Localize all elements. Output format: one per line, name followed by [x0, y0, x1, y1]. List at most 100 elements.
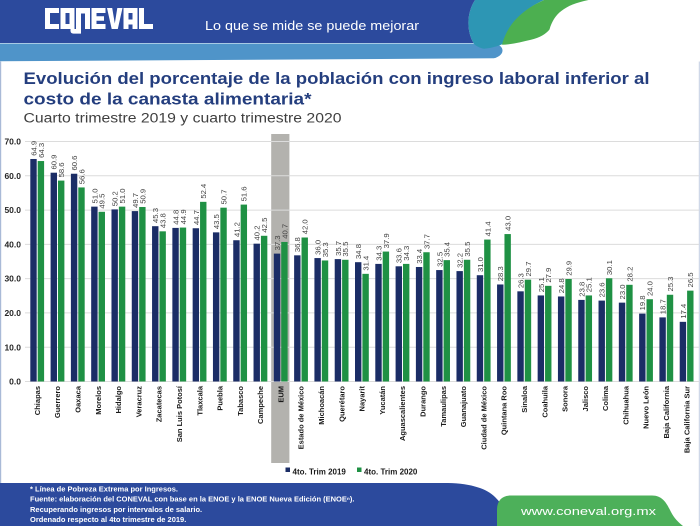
svg-text:19.8: 19.8: [638, 295, 647, 310]
svg-text:4to. Trim 2019: 4to. Trim 2019: [293, 468, 347, 477]
svg-text:Hidalgo: Hidalgo: [114, 386, 123, 414]
svg-text:Ciudad de México: Ciudad de México: [479, 386, 488, 450]
svg-text:25.1: 25.1: [537, 277, 546, 292]
svg-text:26.3: 26.3: [516, 273, 525, 288]
svg-text:Evolución del porcentaje de la: Evolución del porcentaje de la población…: [24, 69, 650, 88]
svg-text:Oaxaca: Oaxaca: [73, 385, 82, 413]
svg-text:18.7: 18.7: [659, 299, 668, 314]
svg-text:23.6: 23.6: [598, 282, 607, 297]
svg-text:35.5: 35.5: [463, 242, 472, 257]
svg-text:33.4: 33.4: [415, 248, 424, 264]
svg-text:25.1: 25.1: [585, 277, 594, 292]
svg-text:Querétaro: Querétaro: [337, 386, 346, 422]
svg-text:Sonora: Sonora: [561, 385, 570, 412]
svg-text:* Línea de Pobreza Extrema por: * Línea de Pobreza Extrema por Ingresos.: [30, 484, 178, 493]
svg-text:50.0: 50.0: [4, 205, 21, 215]
svg-text:25.3: 25.3: [666, 277, 675, 292]
svg-text:24.0: 24.0: [646, 281, 655, 296]
svg-text:40.0: 40.0: [4, 239, 21, 249]
svg-text:50.2: 50.2: [111, 191, 120, 206]
svg-text:20.0: 20.0: [4, 308, 21, 318]
svg-text:Chihuahua: Chihuahua: [621, 385, 630, 425]
svg-text:43.8: 43.8: [159, 213, 168, 228]
svg-text:34.8: 34.8: [354, 244, 363, 259]
svg-text:Tamaulipas: Tamaulipas: [439, 386, 448, 427]
svg-text:32.2: 32.2: [456, 253, 465, 268]
svg-text:34.3: 34.3: [402, 246, 411, 261]
svg-text:24.8: 24.8: [557, 278, 566, 293]
svg-text:Morelos: Morelos: [94, 386, 103, 415]
svg-text:costo de la canasta alimentari: costo de la canasta alimentaria*: [24, 90, 312, 109]
svg-text:41.2: 41.2: [232, 222, 241, 237]
svg-text:29.9: 29.9: [564, 261, 573, 276]
svg-text:36.0: 36.0: [314, 240, 323, 255]
svg-text:37.3: 37.3: [273, 235, 282, 250]
svg-text:51.0: 51.0: [118, 188, 127, 203]
svg-text:Coahuila: Coahuila: [540, 385, 549, 417]
svg-text:Lo que se mide se puede mejora: Lo que se mide se puede mejorar: [205, 19, 419, 33]
svg-text:33.6: 33.6: [395, 248, 404, 263]
svg-text:37.7: 37.7: [422, 234, 431, 249]
svg-text:49.5: 49.5: [98, 194, 107, 209]
svg-text:41.4: 41.4: [483, 221, 492, 237]
svg-text:Recuperando ingresos por inte: Recuperando ingresos por intervalos de s…: [30, 505, 202, 514]
svg-text:30.0: 30.0: [4, 274, 21, 284]
svg-text:64.3: 64.3: [37, 143, 46, 158]
svg-text:Tlaxcala: Tlaxcala: [195, 385, 204, 415]
svg-text:30.1: 30.1: [605, 260, 614, 275]
svg-text:28.2: 28.2: [625, 267, 634, 282]
svg-text:Chiapas: Chiapas: [33, 386, 42, 415]
svg-text:San Luis Potosí: San Luis Potosí: [175, 385, 184, 442]
svg-text:27.9: 27.9: [544, 268, 553, 283]
svg-text:36.8: 36.8: [293, 237, 302, 252]
svg-text:43.5: 43.5: [212, 214, 221, 229]
svg-text:Fuente: elaboración del CONEVA: Fuente: elaboración del CONEVAL con base…: [30, 495, 354, 504]
svg-text:Sinaloa: Sinaloa: [520, 385, 529, 413]
svg-text:Quintana Roo: Quintana Roo: [500, 386, 509, 436]
svg-text:64.9: 64.9: [29, 141, 38, 156]
svg-text:43.0: 43.0: [504, 216, 513, 231]
svg-text:31.0: 31.0: [476, 257, 485, 272]
svg-text:49.7: 49.7: [131, 193, 140, 208]
svg-text:www.coneval.org.mx: www.coneval.org.mx: [520, 506, 657, 518]
svg-text:Aguascalientes: Aguascalientes: [398, 386, 407, 441]
svg-text:Nayarit: Nayarit: [358, 386, 367, 412]
svg-text:Zacatecas: Zacatecas: [155, 386, 164, 422]
svg-text:60.9: 60.9: [50, 155, 59, 170]
svg-text:23.0: 23.0: [618, 284, 627, 299]
svg-text:35.7: 35.7: [334, 241, 343, 256]
svg-text:37.9: 37.9: [382, 233, 391, 248]
svg-text:40.2: 40.2: [253, 226, 262, 241]
svg-text:26.5: 26.5: [686, 272, 695, 287]
svg-text:50.7: 50.7: [219, 190, 228, 205]
svg-text:44.7: 44.7: [192, 210, 201, 225]
svg-text:50.9: 50.9: [138, 189, 147, 204]
svg-text:Cuarto trimestre 2019 y cuarto: Cuarto trimestre 2019 y cuarto trimestre…: [24, 111, 342, 126]
svg-text:Michoacán: Michoacán: [317, 386, 326, 425]
svg-text:0.0: 0.0: [9, 377, 21, 387]
svg-text:4to. Trim 2020: 4to. Trim 2020: [364, 468, 418, 477]
svg-text:23.8: 23.8: [577, 282, 586, 297]
svg-text:35.4: 35.4: [443, 241, 452, 257]
svg-text:35.3: 35.3: [321, 242, 330, 257]
svg-text:Nuevo León: Nuevo León: [642, 386, 651, 429]
svg-text:35.5: 35.5: [341, 242, 350, 257]
svg-text:Baja California: Baja California: [662, 385, 671, 438]
svg-text:42.5: 42.5: [260, 218, 269, 233]
svg-text:Estado de México: Estado de México: [297, 386, 306, 450]
svg-text:60.0: 60.0: [4, 171, 21, 181]
svg-text:40.7: 40.7: [280, 224, 289, 239]
svg-text:Guanajuato: Guanajuato: [459, 386, 468, 428]
svg-text:Tabasco: Tabasco: [236, 386, 245, 416]
svg-text:60.6: 60.6: [70, 156, 79, 171]
svg-text:Guerrero: Guerrero: [53, 386, 62, 419]
svg-text:EUM: EUM: [276, 386, 285, 403]
svg-text:17.4: 17.4: [679, 303, 688, 319]
svg-text:Jalisco: Jalisco: [581, 386, 590, 412]
svg-text:45.3: 45.3: [151, 208, 160, 223]
svg-text:44.9: 44.9: [179, 209, 188, 224]
svg-text:34.3: 34.3: [374, 246, 383, 261]
svg-text:42.0: 42.0: [301, 219, 310, 234]
svg-text:52.4: 52.4: [199, 183, 208, 199]
svg-text:29.7: 29.7: [524, 262, 533, 277]
